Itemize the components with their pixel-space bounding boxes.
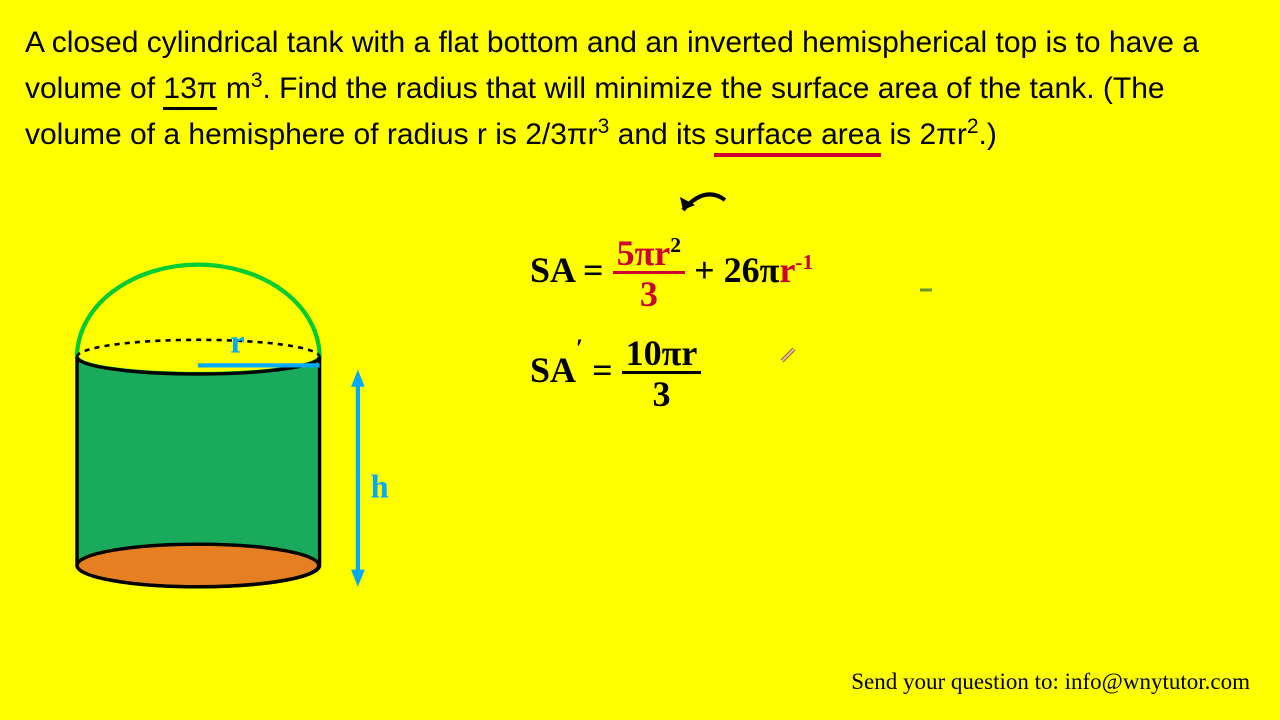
footer-contact: Send your question to: info@wnytutor.com (851, 669, 1250, 695)
den1: 3 (613, 274, 686, 312)
tank-diagram: r h (60, 210, 460, 640)
sa-prime-label: SA (530, 350, 576, 390)
surface-area-phrase: surface area (714, 118, 881, 157)
pencil-cursor-icon (780, 345, 800, 365)
problem-line3e: .) (979, 118, 997, 151)
equals-2: = (592, 350, 622, 390)
equation-sa-prime: SA′ = 10πr 3 (530, 335, 701, 412)
power-rule-arrow (665, 185, 755, 240)
r-cubed-sup: 3 (598, 115, 610, 138)
r-sq-sup: 2 (967, 115, 979, 138)
cylinder-bottom (77, 544, 319, 587)
height-arrow-bottom (351, 570, 365, 587)
height-arrow-top (351, 370, 365, 387)
problem-line3b: and its (609, 118, 714, 151)
first-term-fraction: 5πr2 3 (613, 235, 686, 312)
volume-value: 13π (163, 72, 217, 110)
equation-sa: SA = 5πr2 3 + 26πr-1 (530, 235, 813, 312)
prime-mark: ′ (576, 335, 583, 362)
problem-line2c: m (217, 72, 250, 105)
hemisphere-arc (77, 265, 320, 357)
problem-line2a: volume of (25, 72, 163, 105)
r-red: r (779, 250, 795, 290)
sq-sup: 2 (670, 233, 681, 257)
problem-statement: A closed cylindrical tank with a flat bo… (25, 20, 1255, 157)
equals-1: = (583, 250, 613, 290)
num1: 5πr (617, 233, 671, 273)
problem-line3d: is 2πr (881, 118, 967, 151)
neg1-sup: -1 (795, 250, 813, 274)
den2: 3 (622, 374, 702, 412)
sa-label: SA (530, 250, 574, 290)
problem-line2d: . Find the radius that will minimize the… (263, 72, 1165, 105)
plus-26pi: + 26π (694, 250, 779, 290)
problem-line3a: volume of a hemisphere of radius r is 2/… (25, 118, 598, 151)
cubed-sup: 3 (251, 69, 263, 92)
hemisphere-base-dashed (77, 340, 320, 357)
footer-text: Send your question to: info@wnytutor.com (851, 669, 1250, 694)
height-label: h (371, 468, 389, 504)
num2: 10πr (622, 335, 702, 374)
radius-label: r (230, 324, 244, 360)
stray-mark (920, 285, 935, 295)
problem-line1: A closed cylindrical tank with a flat bo… (25, 26, 1199, 59)
derivative-fraction: 10πr 3 (622, 335, 702, 412)
